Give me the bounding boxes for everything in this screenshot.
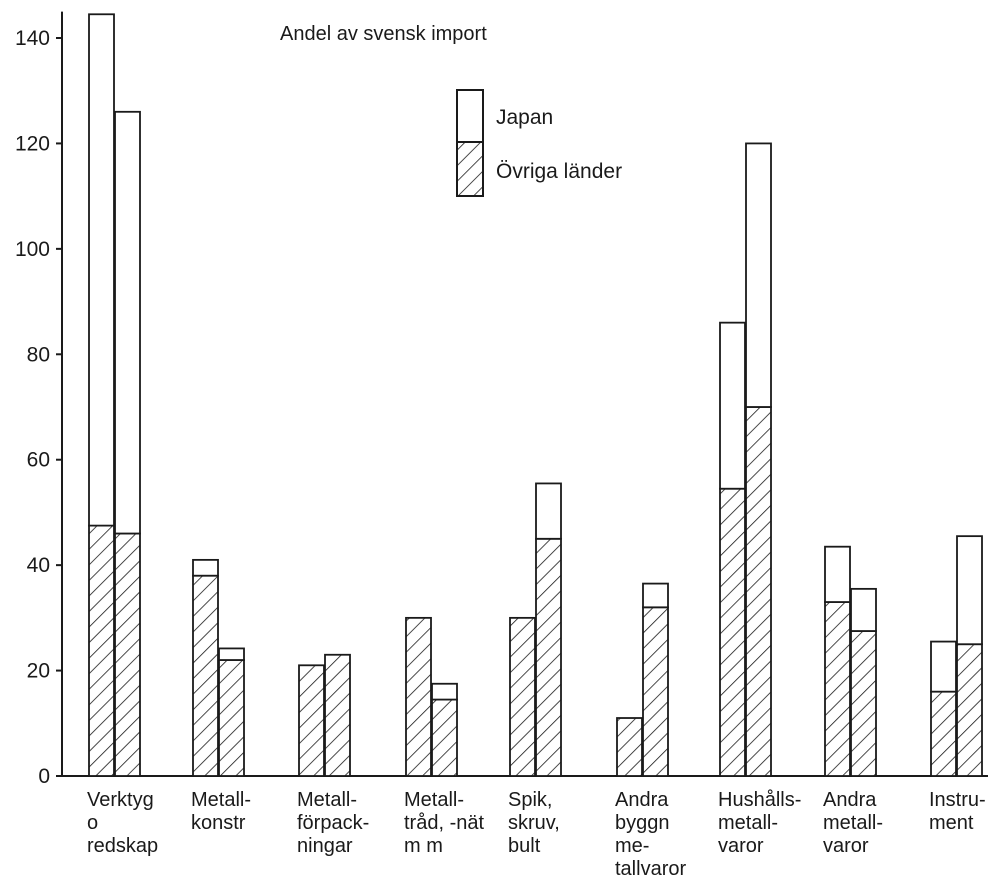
bar-segment-japan [824,545,851,603]
chart-title: Andel av svensk import [280,23,487,45]
y-tick-label: 0 [38,765,50,788]
bar-segment-ovriga-lander [745,406,772,777]
bar-segment-ovriga-lander [405,616,432,777]
bars [88,13,983,777]
category-label: Spik, skruv, bult [508,789,560,857]
bar-segment-japan [642,582,669,609]
bar-segment-ovriga-lander [298,664,325,777]
bar-segment-japan [88,13,115,527]
bar-segment-ovriga-lander [88,524,115,777]
bar-segment-ovriga-lander [535,537,562,777]
y-tick-label: 140 [15,27,50,50]
bar-segment-japan [930,640,957,693]
y-tick-label: 20 [27,660,50,683]
bar-segment-japan [745,142,772,408]
bar-segment-ovriga-lander [114,532,141,777]
bar-segment-japan [431,682,458,701]
category-label: Andra metall-varor [823,789,883,857]
bar-segment-japan [850,587,877,632]
bar-segment-ovriga-lander [218,659,245,777]
y-tick-label: 120 [15,132,50,155]
category-label: Instru-ment [929,789,986,834]
bar-segment-ovriga-lander [192,574,219,777]
category-label: Metall-konstr [191,789,251,834]
bar-segment-japan [218,647,245,661]
legend-swatch-japan [456,89,484,143]
bar-segment-japan [956,535,983,646]
bar-segment-japan [192,558,219,577]
bar-segment-ovriga-lander [616,717,643,777]
bar-segment-ovriga-lander [642,606,669,777]
category-label: Andra byggn me-tallvaror [615,789,686,880]
bar-segment-ovriga-lander [850,630,877,777]
legend-label-ovriga-lander: Övriga länder [496,160,622,183]
y-axis: 0 20 40 60 80 100 120 140 [15,11,988,788]
bar-segment-japan [719,321,746,490]
bar-segment-ovriga-lander [719,487,746,777]
bar-segment-ovriga-lander [509,616,536,777]
bar-segment-ovriga-lander [431,698,458,777]
y-tick-label: 80 [27,343,50,366]
bar-segment-ovriga-lander [324,653,351,777]
bar-segment-japan [535,482,562,540]
y-tick-label: 40 [27,554,50,577]
bar-segment-ovriga-lander [930,690,957,777]
category-label: Metall-förpack-ningar [297,789,369,857]
category-label: Metall-tråd, -nät m m [404,789,484,857]
category-label: Verktyg o redskap [87,789,158,857]
bar-segment-ovriga-lander [824,601,851,777]
x-axis-labels: Verktyg o redskap Metall-konstr Metall-förpa… [87,789,986,880]
bar-segment-japan [114,110,141,535]
category-label: Hushålls-metall-varor [718,789,801,857]
y-tick-label: 100 [15,238,50,261]
legend-label-japan: Japan [496,106,553,129]
bar-segment-ovriga-lander [956,643,983,777]
legend-swatch-ovriga-lander [456,141,484,197]
y-tick-label: 60 [27,449,50,472]
legend: Japan Övriga länder [456,89,622,197]
